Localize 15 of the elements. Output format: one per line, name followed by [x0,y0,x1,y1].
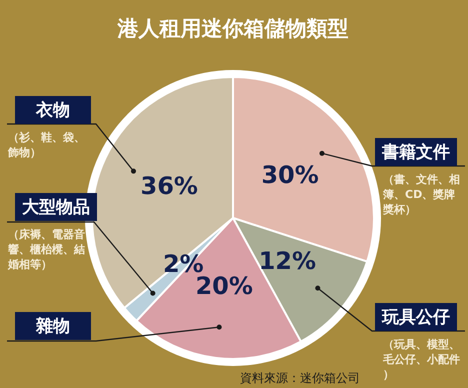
source-note: 資料來源：迷你箱公司 [240,371,360,386]
slice-label: 玩具公仔 [381,307,450,328]
text: （玩具、模型、毛公仔、小配件） [382,338,460,381]
slice-label: 大型物品 [22,197,90,218]
chart-title: 港人租用迷你箱儲物類型 [116,16,348,40]
data-label: 20% [195,272,253,300]
text: （衫、鞋、袋、飾物） [7,130,85,159]
text: （書、文件、相簿、CD、獎牌獎杯） [382,172,460,216]
slice-label: 雜物 [35,316,70,336]
slice-label: 書籍文件 [381,142,450,162]
data-label: 30% [261,160,319,189]
data-label: 36% [140,172,198,200]
slice-label: 衣物 [35,100,70,120]
data-label: 12% [258,247,316,276]
text: （床褥、電器音響、櫃枱櫈、結婚相等） [7,228,85,271]
